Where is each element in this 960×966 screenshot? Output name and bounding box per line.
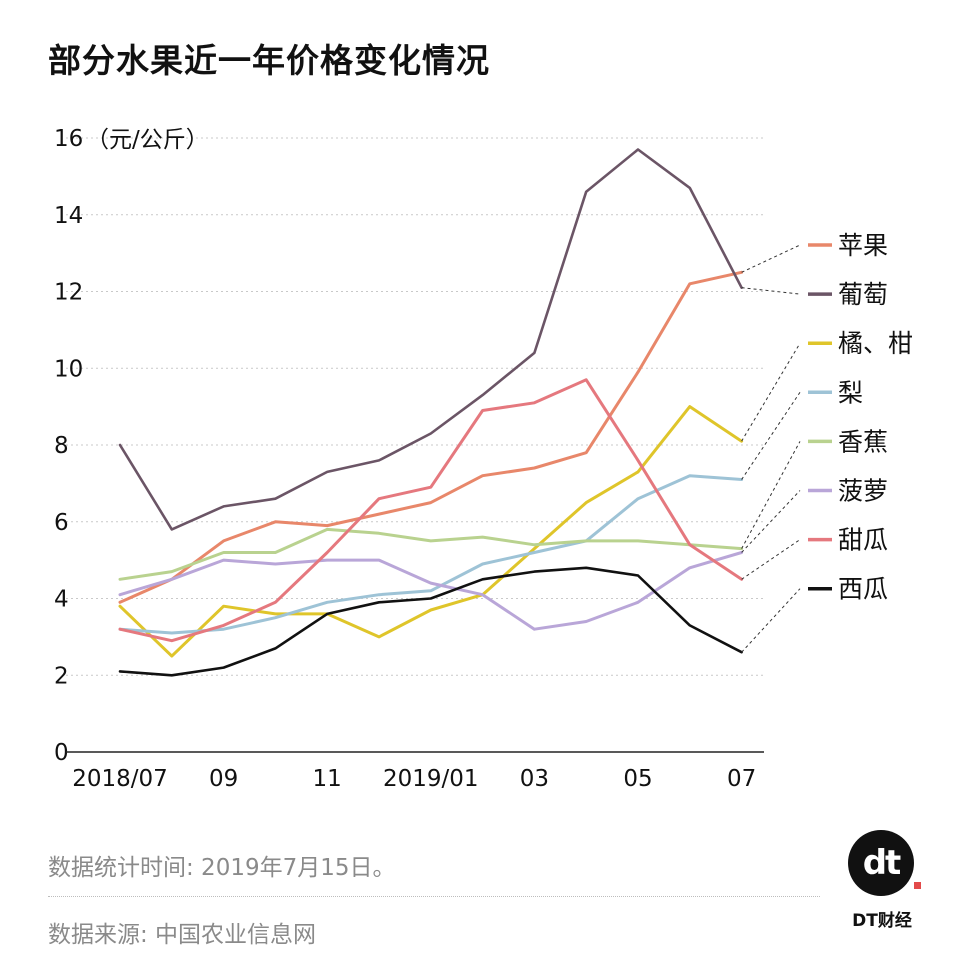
legend-leader-lines <box>741 244 801 653</box>
y-axis-tick-labels: 0 2 4 6 8 10 12 14 16 <box>54 126 83 766</box>
x-tick-label: 11 <box>313 766 342 792</box>
series-lines <box>118 148 744 677</box>
legend-leader-line <box>741 392 801 480</box>
legend-label: 香蕉 <box>838 427 888 456</box>
series-line-0 <box>118 270 744 604</box>
data-source-note: 数据来源: 中国农业信息网 <box>48 922 317 948</box>
x-tick-label: 03 <box>520 766 549 792</box>
y-tick-label: 12 <box>54 280 83 306</box>
series-line-3 <box>118 474 744 635</box>
y-tick-label: 6 <box>54 510 69 536</box>
y-tick-label: 2 <box>54 663 69 689</box>
chart-title: 部分水果近一年价格变化情况 <box>48 41 490 80</box>
x-tick-label: 09 <box>209 766 238 792</box>
legend-leader-line <box>741 490 801 553</box>
legend-leader-line <box>741 588 801 653</box>
brand-name: DT财经 <box>852 911 912 931</box>
legend-label: 菠萝 <box>838 477 888 506</box>
y-tick-label: 0 <box>54 740 69 766</box>
series-line-5 <box>118 551 744 631</box>
legend-leader-line <box>741 342 801 442</box>
x-tick-label: 05 <box>623 766 652 792</box>
legend-leader-line <box>741 441 801 549</box>
y-axis-label: （元/公斤） <box>86 127 209 153</box>
dt-logo-icon: dt <box>848 830 921 896</box>
legend-label: 苹果 <box>838 231 888 260</box>
legend-leader-line <box>741 287 801 295</box>
logo-dot <box>914 882 921 889</box>
legend-label: 西瓜 <box>838 575 888 604</box>
x-tick-label: 2018/07 <box>72 766 168 792</box>
data-time-note: 数据统计时间: 2019年7月15日。 <box>48 855 396 881</box>
line-chart: 0 2 4 6 8 10 12 14 16 2018/07 09 11 2019/01 03 05 07 （… <box>54 126 913 792</box>
legend-label: 橘、柑 <box>838 329 913 358</box>
y-tick-label: 16 <box>54 126 83 152</box>
legend-leader-line <box>741 539 801 580</box>
divider <box>48 896 820 897</box>
logo-text: dt <box>862 843 902 883</box>
series-line-6 <box>118 378 744 643</box>
grid-lines <box>66 137 764 676</box>
x-tick-label: 07 <box>727 766 756 792</box>
series-line-4 <box>118 527 744 581</box>
y-tick-label: 14 <box>54 203 83 229</box>
y-tick-label: 10 <box>54 356 83 382</box>
legend-label: 葡萄 <box>838 280 888 309</box>
y-tick-label: 4 <box>54 587 69 613</box>
series-line-2 <box>118 405 744 658</box>
series-line-1 <box>118 148 743 531</box>
x-axis-tick-labels: 2018/07 09 11 2019/01 03 05 07 <box>72 766 756 792</box>
legend-label: 梨 <box>838 378 863 407</box>
legend-leader-line <box>741 244 801 273</box>
legend-label: 甜瓜 <box>838 526 888 555</box>
x-tick-label: 2019/01 <box>383 766 479 792</box>
y-tick-label: 8 <box>54 433 69 459</box>
series-line-7 <box>118 566 743 677</box>
